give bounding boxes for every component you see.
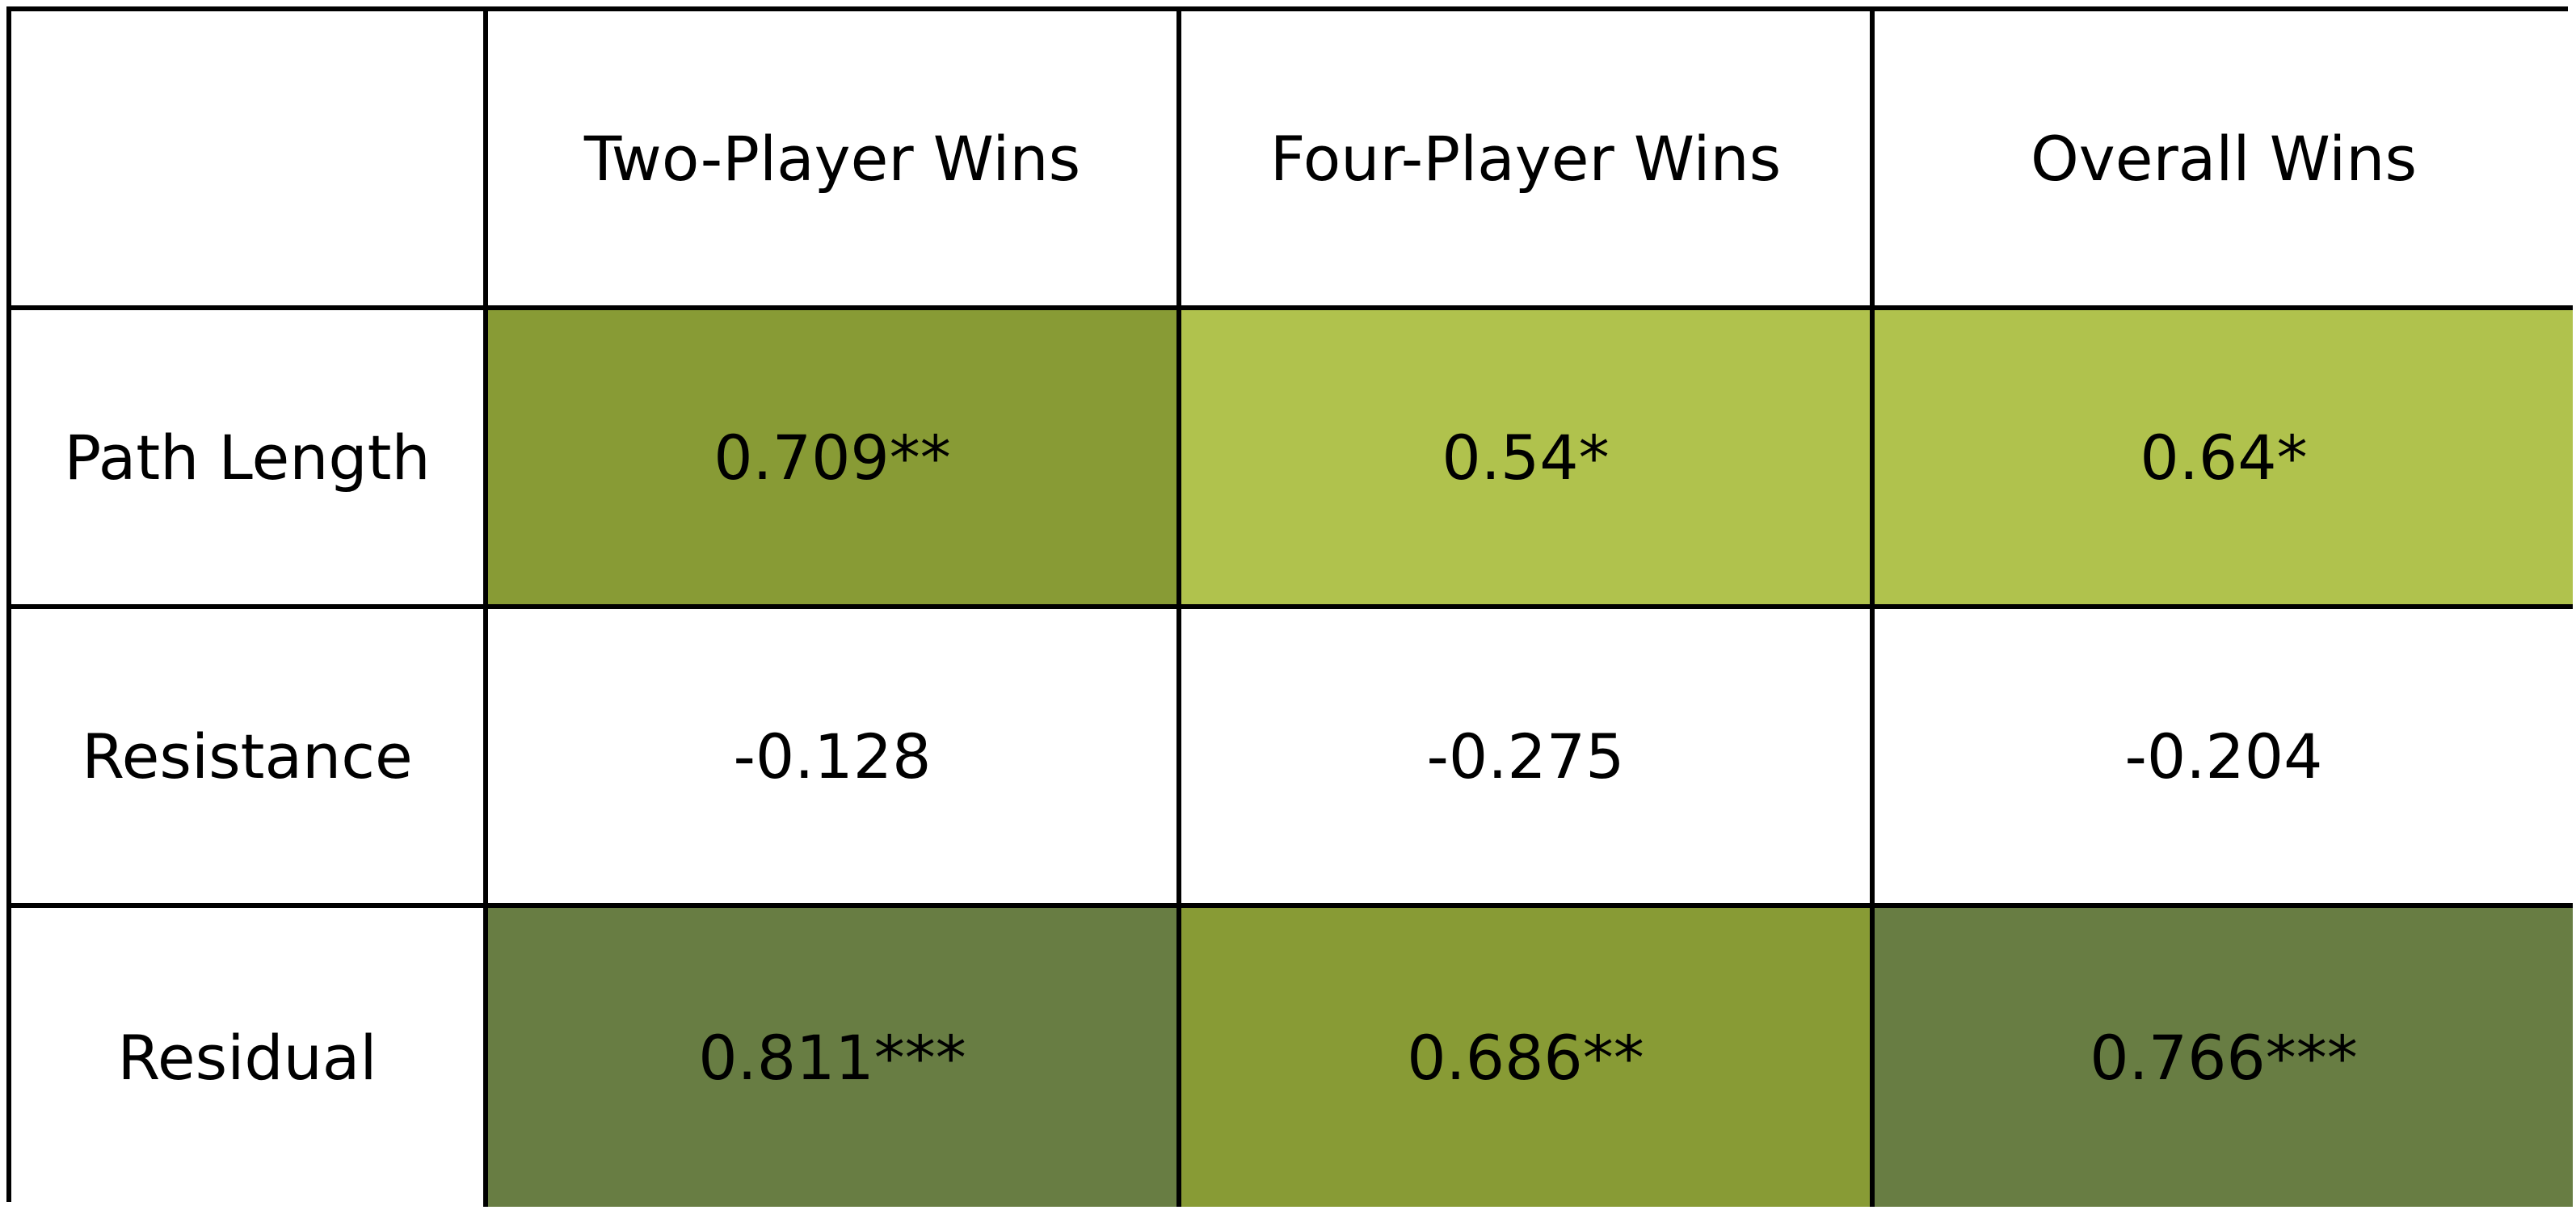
column-header: Four-Player Wins — [1181, 11, 1875, 310]
column-header: Overall Wins — [1875, 11, 2573, 310]
table-cell: -0.128 — [488, 609, 1181, 908]
row-header: Residual — [11, 908, 488, 1207]
table-cell: 0.54* — [1181, 310, 1875, 609]
row-header: Resistance — [11, 609, 488, 908]
header-corner — [11, 11, 488, 310]
table-cell: 0.64* — [1875, 310, 2573, 609]
table-cell: 0.811*** — [488, 908, 1181, 1207]
table-cell: -0.275 — [1181, 609, 1875, 908]
table-cell: -0.204 — [1875, 609, 2573, 908]
table-cell: 0.709** — [488, 310, 1181, 609]
row-header: Path Length — [11, 310, 488, 609]
table-cell: 0.686** — [1181, 908, 1875, 1207]
table-cell: 0.766*** — [1875, 908, 2573, 1207]
correlation-table: Two-Player Wins Four-Player Wins Overall… — [6, 6, 2573, 1207]
column-header: Two-Player Wins — [488, 11, 1181, 310]
